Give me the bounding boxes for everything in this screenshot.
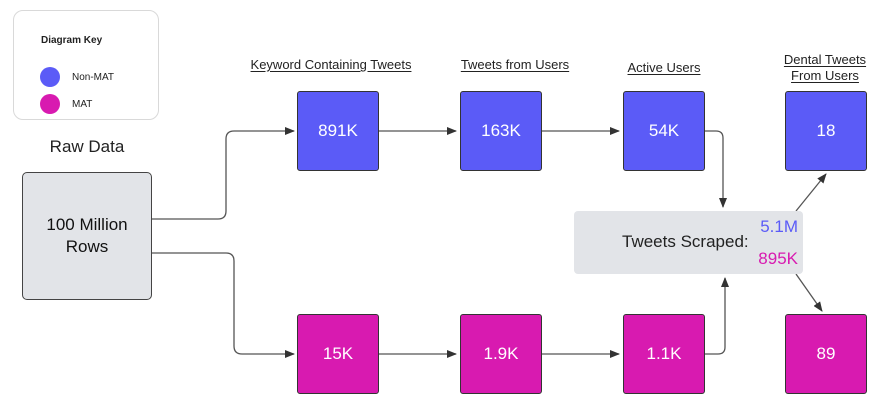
connector-active-to-scraped-nonmat xyxy=(705,130,727,208)
header-tweets-from-users: Tweets from Users xyxy=(460,57,570,72)
raw-data-line1: 100 Million xyxy=(46,215,128,234)
legend-swatch-mat xyxy=(40,94,60,114)
node-active-mat: 1.1K xyxy=(623,314,705,394)
header-dental-tweets: Dental Tweets From Users xyxy=(766,52,884,84)
node-active-non-mat: 54K xyxy=(623,91,705,171)
tweets-scraped-label: Tweets Scraped: xyxy=(622,232,749,251)
node-dental-mat: 89 xyxy=(785,314,867,394)
connector-active-to-scraped-mat xyxy=(705,277,729,355)
raw-data-node: 100 Million Rows xyxy=(22,172,152,300)
tweets-scraped-mat: 895K xyxy=(758,249,798,268)
node-users-non-mat: 163K xyxy=(460,91,542,171)
node-users-mat: 1.9K xyxy=(460,314,542,394)
node-keyword-non-mat: 891K xyxy=(297,91,379,171)
connector-scraped-to-dental-nonmat xyxy=(795,173,827,212)
legend-label-mat: MAT xyxy=(72,98,93,110)
header-dental-line1: Dental Tweets xyxy=(783,52,867,67)
header-active-users: Active Users xyxy=(627,60,701,75)
node-dental-non-mat: 18 xyxy=(785,91,867,171)
raw-data-text: 100 Million Rows xyxy=(46,214,127,258)
tweets-scraped-non-mat: 5.1M xyxy=(760,217,798,236)
connector-raw-to-keyword-nonmat xyxy=(152,127,295,220)
raw-data-label: Raw Data xyxy=(49,137,125,156)
connector-raw-to-keyword-mat xyxy=(152,252,295,358)
diagram-key: Diagram Key Non-MAT MAT xyxy=(13,10,159,120)
tweets-scraped-node: Tweets Scraped: 5.1M 895K xyxy=(574,211,803,274)
header-dental-line2: From Users xyxy=(791,68,859,83)
raw-data-line2: Rows xyxy=(65,237,109,256)
connector-scraped-to-dental-mat xyxy=(795,273,823,312)
legend-item-mat: MAT xyxy=(40,94,92,114)
legend-swatch-non-mat xyxy=(40,67,60,87)
header-keyword-tweets: Keyword Containing Tweets xyxy=(250,57,412,72)
diagram-key-title: Diagram Key xyxy=(41,35,103,46)
legend-item-non-mat: Non-MAT xyxy=(40,67,114,87)
node-keyword-mat: 15K xyxy=(297,314,379,394)
legend-label-non-mat: Non-MAT xyxy=(72,71,115,83)
